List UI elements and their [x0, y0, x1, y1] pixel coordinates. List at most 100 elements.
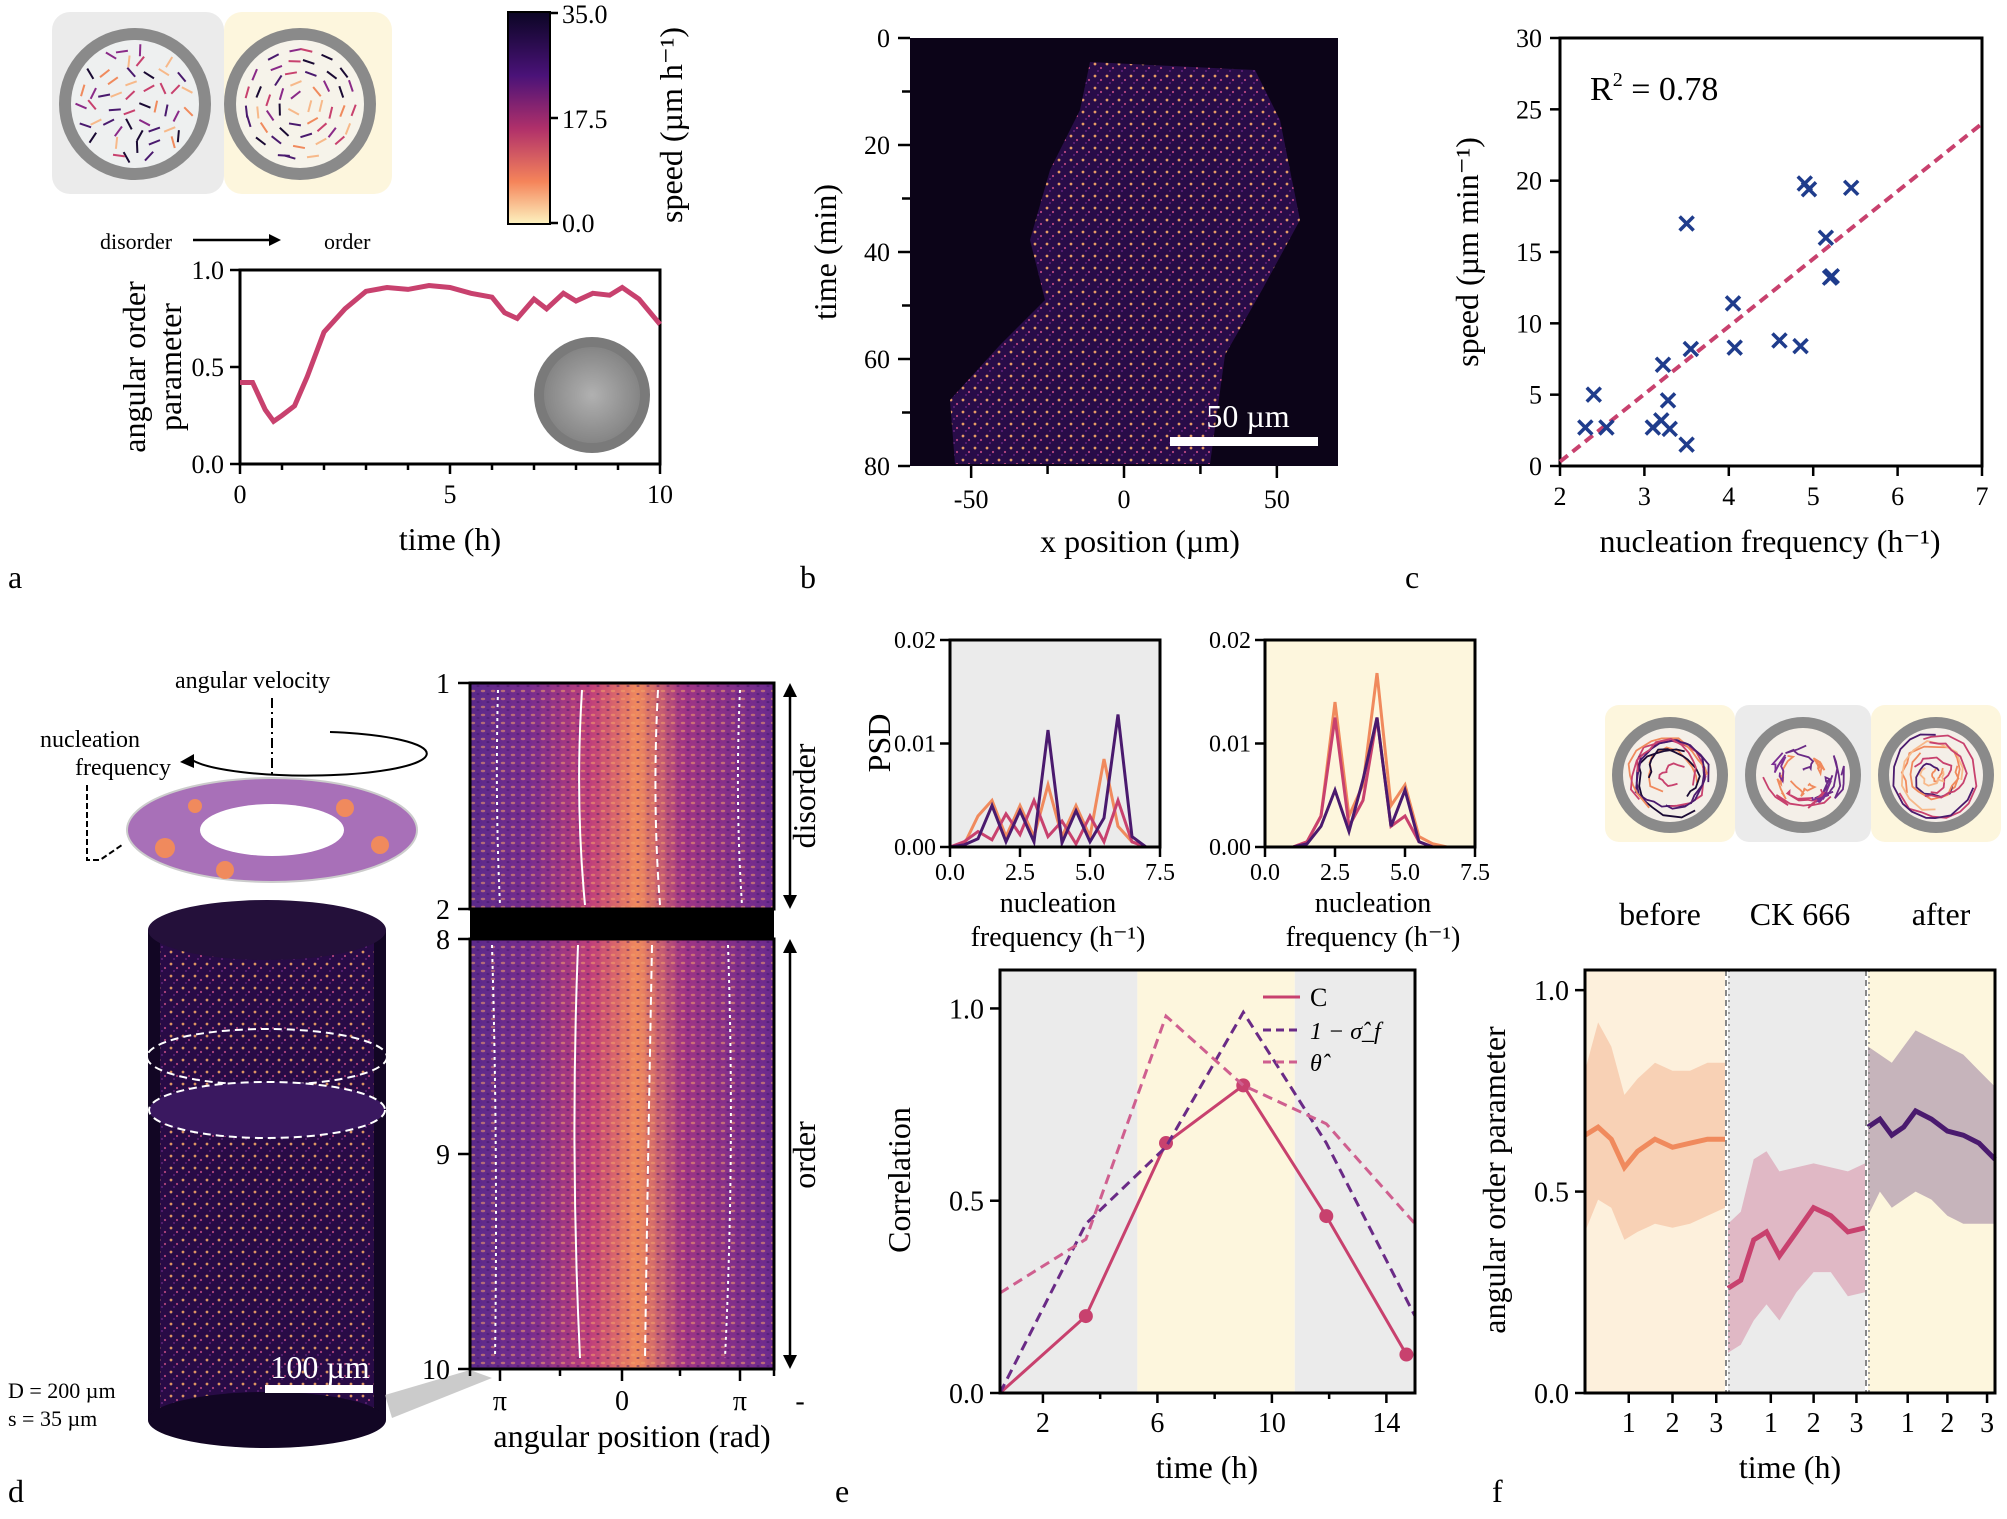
nucleation-label-2: frequency	[75, 755, 171, 781]
velocity-arrow	[306, 116, 319, 125]
velocity-arrow	[126, 67, 136, 78]
colorbar-tick: 0.0	[562, 209, 595, 238]
velocity-arrow	[98, 93, 111, 98]
velocity-arrow	[143, 71, 155, 80]
velocity-arrow	[321, 53, 333, 61]
correlation-marker	[1399, 1347, 1414, 1362]
tick-label: 10	[647, 480, 673, 509]
band-before	[1585, 1022, 1725, 1240]
tick-label: 1	[436, 669, 450, 700]
kymograph-break	[470, 909, 774, 939]
trajectory	[1909, 752, 1960, 801]
disorder-label: disorder	[100, 229, 173, 254]
velocity-arrow	[278, 88, 285, 101]
tick-label: 0.5	[192, 353, 225, 382]
correlation-ylabel: Correlation	[881, 1107, 917, 1253]
velocity-arrow	[267, 53, 280, 61]
legend-c: C	[1310, 983, 1327, 1012]
velocity-arrow	[115, 49, 129, 54]
scatter-point	[1598, 419, 1615, 436]
scatter-point-stroke	[1724, 295, 1742, 312]
tick-label: 2	[1807, 1408, 1821, 1439]
scalebar-d-label: 100 µm	[270, 1349, 369, 1385]
velocity-arrow	[90, 118, 102, 126]
scatter-point-stroke	[1577, 419, 1594, 436]
rotation-arrow	[191, 731, 428, 777]
tick-label: 10	[422, 1355, 450, 1386]
panel-label-a: a	[8, 559, 22, 595]
plot-a-ylabel-1: angular order	[116, 281, 152, 453]
tick-label: 1	[1622, 1408, 1636, 1439]
velocity-arrow	[108, 108, 121, 112]
speed-colorbar	[507, 11, 551, 225]
psd1-xlabel-2: frequency (h⁻¹)	[971, 922, 1146, 953]
trajectory	[1919, 767, 1945, 787]
psd-line-salmon	[949, 758, 1147, 849]
scatter-point-stroke	[1654, 356, 1672, 373]
velocity-arrow	[135, 140, 139, 153]
trajectory	[1811, 780, 1832, 804]
scatter-point	[1661, 420, 1678, 438]
plot-b-ylabel: time (min)	[807, 184, 843, 320]
tick-label: -50	[954, 485, 989, 514]
trajectory	[1826, 755, 1845, 799]
scatter-point	[1659, 392, 1677, 409]
velocity-arrow	[284, 71, 298, 76]
psd-ticks: 0.0 2.5 5.0 7.5 0.00 0.01 0.02 0.0 2.5 5.0 7.5 0.00…	[894, 628, 1490, 886]
tick-label: 30	[1516, 24, 1542, 53]
trajectory	[1931, 767, 1944, 783]
velocity-arrow	[292, 144, 306, 150]
plot-b-xlabel: x position (µm)	[1040, 523, 1240, 559]
tick-label: 20	[1516, 167, 1542, 196]
trajectory	[1924, 741, 1968, 799]
tick-label: 25	[1516, 95, 1542, 124]
tick-label: 60	[864, 345, 890, 374]
velocity-arrow	[290, 80, 302, 87]
colorbar-tick: 17.5	[562, 105, 608, 134]
plot-b-ticks: -50 0 50 0 20 40 60 80	[864, 24, 1290, 514]
correlation-shading	[1000, 970, 1415, 1393]
velocity-arrow	[99, 68, 111, 78]
velocity-arrow	[251, 68, 258, 81]
kymograph-ticks: 1 28 9 10 π 0 π -	[422, 669, 805, 1417]
velocity-arrow	[277, 154, 290, 157]
tick-label: 3	[1980, 1408, 1994, 1439]
plot-c-xlabel: nucleation frequency (h⁻¹)	[1600, 523, 1941, 559]
velocity-arrow	[159, 82, 167, 95]
velocity-arrow	[164, 104, 169, 117]
panel-label-c: c	[1405, 559, 1419, 595]
tick-label: 0.02	[894, 628, 936, 654]
scatter-point	[1724, 295, 1742, 312]
velocity-arrow	[244, 86, 250, 99]
velocity-arrow	[338, 85, 345, 98]
scatter-points	[1577, 175, 1860, 453]
scatter-point-stroke	[1800, 180, 1818, 198]
tick-label: 0.0	[1534, 1379, 1569, 1410]
velocity-arrow	[148, 126, 161, 133]
tick-label: 2	[1666, 1408, 1680, 1439]
velocity-arrow	[114, 125, 123, 137]
velocity-arrow	[300, 48, 313, 53]
velocity-arrow	[323, 80, 331, 92]
tick-label: -	[795, 1386, 804, 1417]
velocity-arrow	[79, 122, 92, 129]
tick-label: 5	[1807, 482, 1820, 511]
correlation-ticks: 2 6 10 14 0.0 0.5 1.0	[949, 994, 1400, 1439]
tick-label: 0.0	[935, 860, 965, 886]
tick-label: 80	[864, 452, 890, 481]
shade-yellow	[1137, 970, 1295, 1393]
velocity-arrow	[279, 126, 290, 137]
condition-after: after	[1912, 896, 1971, 932]
segment-bg	[1585, 970, 1725, 1393]
panel-label-e: e	[835, 1473, 849, 1509]
velocity-arrow	[125, 118, 133, 130]
scatter-point-stroke	[1678, 436, 1695, 453]
psd2-xlabel-2: frequency (h⁻¹)	[1286, 922, 1461, 953]
velocity-arrow	[302, 59, 315, 65]
scatter-point	[1792, 337, 1809, 355]
tick-label: 14	[1372, 1408, 1400, 1439]
panel-b: 50 µm -50 0 50 0 20 40 60 80 x position (µm) ti…	[807, 24, 1338, 559]
velocity-arrow	[135, 56, 145, 67]
velocity-arrow	[107, 76, 119, 86]
velocity-arrow	[75, 102, 87, 110]
